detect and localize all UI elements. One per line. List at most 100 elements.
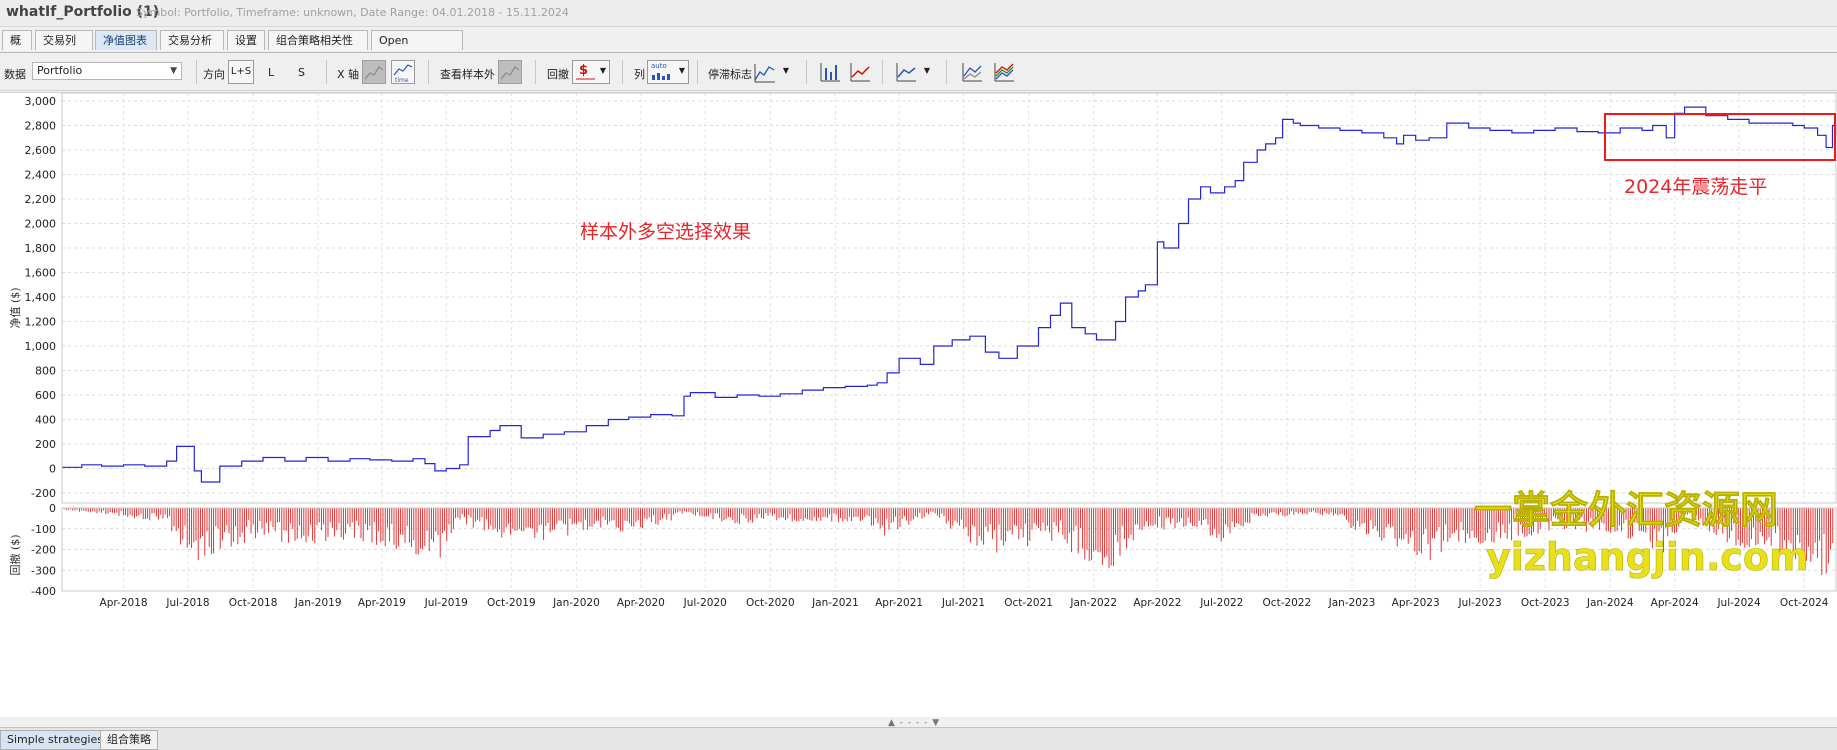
equity-y-tick-label: 3,000	[25, 95, 57, 108]
multi-line-chart-icon[interactable]	[992, 60, 1016, 84]
data-select-value: Portfolio	[37, 64, 83, 77]
x-tick-label: Oct-2022	[1263, 597, 1312, 609]
equity-y-tick-label: 200	[35, 438, 56, 451]
annotation-out-of-sample: 样本外多空选择效果	[580, 221, 751, 243]
x-tick-label: Apr-2021	[875, 597, 923, 609]
equity-y-tick-label: 2,800	[25, 120, 57, 133]
window-title: whatIf_Portfolio (1)	[6, 4, 160, 20]
watermark-url: yizhangjin.com	[1486, 535, 1809, 579]
tab-overview[interactable]: 概论	[2, 30, 32, 67]
dropdown-arrow-icon: ▼	[170, 66, 177, 76]
toolbar-divider	[326, 60, 327, 84]
column-auto-button[interactable]: auto ▼	[647, 60, 689, 84]
drawdown-toggle-button[interactable]: $ ▼	[572, 60, 610, 84]
equity-line	[62, 106, 1837, 483]
x-tick-label: Apr-2023	[1392, 597, 1440, 609]
compare-chart-icon[interactable]	[960, 60, 984, 84]
bar-chart-icon[interactable]	[818, 60, 842, 84]
x-tick-label: Jul-2018	[165, 597, 209, 609]
tab-equity-chart[interactable]: 净值图表	[95, 30, 157, 50]
drawdown-y-tick-label: 0	[49, 502, 56, 515]
toolbar-divider	[622, 60, 623, 84]
x-tick-label: Oct-2019	[487, 597, 536, 609]
x-tick-label: Apr-2019	[358, 597, 406, 609]
dollar-icon: $	[579, 63, 589, 78]
data-label: 数据	[4, 68, 26, 81]
equity-y-tick-label: 1,000	[25, 340, 57, 353]
chevron-down-icon: ▼	[599, 66, 606, 75]
equity-y-tick-label: 2,200	[25, 193, 57, 206]
chevron-down-icon: ▼	[782, 66, 789, 75]
title-bar: whatIf_Portfolio (1) Symbol: Portfolio, …	[0, 0, 1837, 27]
splitter-handle[interactable]: ▲ - - - - ▼	[888, 718, 941, 728]
equity-y-tick-label: 1,600	[25, 267, 57, 280]
drawdown-y-tick-label: -100	[31, 523, 56, 536]
x-tick-label: Apr-2018	[100, 597, 148, 609]
direction-short-button[interactable]: S	[298, 66, 305, 79]
tab-open-balances[interactable]: Open balances	[371, 30, 463, 67]
x-tick-label: Oct-2024	[1780, 597, 1829, 609]
tab-settings[interactable]: 设置	[227, 30, 265, 50]
x-tick-label: Jan-2021	[811, 597, 859, 609]
toolbar-divider	[196, 60, 197, 84]
drawdown-y-tick-label: -400	[31, 585, 56, 598]
tab-portfolio-strategies[interactable]: 组合策略	[100, 730, 158, 750]
window-subtitle: Symbol: Portfolio, Timeframe: unknown, D…	[136, 6, 569, 19]
equity-plot-frame	[61, 92, 1837, 504]
equity-chart-panel: -200 0 200 400 600 800 1,000 1,200 1,400 1,600 1,8…	[0, 92, 1837, 717]
column-label: 列	[634, 68, 645, 81]
out-of-sample-icon[interactable]	[498, 60, 522, 84]
svg-text:time: time	[395, 77, 409, 83]
out-of-sample-label: 查看样本外	[440, 68, 495, 81]
x-tick-label: Jan-2020	[552, 597, 600, 609]
equity-y-tick-label: 1,200	[25, 316, 57, 329]
toolbar-divider	[882, 60, 883, 84]
chart-style-button[interactable]: ▼	[894, 60, 934, 84]
x-tick-label: Oct-2021	[1004, 597, 1053, 609]
annotation-2024-sideways: 2024年震荡走平	[1624, 176, 1767, 198]
x-tick-label: Apr-2022	[1133, 597, 1181, 609]
chevron-down-icon: ▼	[678, 66, 685, 75]
x-tick-label: Jul-2022	[1199, 597, 1243, 609]
x-tick-label: Jul-2024	[1716, 597, 1760, 609]
x-tick-label: Jan-2022	[1069, 597, 1117, 609]
line-chart-red-icon[interactable]	[848, 60, 872, 84]
x-tick-label: Jan-2024	[1586, 597, 1634, 609]
x-tick-label: Jul-2021	[941, 597, 985, 609]
data-select[interactable]: Portfolio ▼	[32, 62, 182, 80]
axes: -200 0 200 400 600 800 1,000 1,200 1,400 1,600 1,8…	[25, 92, 1837, 609]
equity-y-tick-label: 1,800	[25, 242, 57, 255]
highlight-box-2024	[1604, 113, 1836, 161]
equity-drawdown-chart: -200 0 200 400 600 800 1,000 1,200 1,400 1,600 1,8…	[8, 92, 1837, 609]
tab-simple-strategies[interactable]: Simple strategies	[0, 730, 110, 750]
stagnation-label: 停滞标志	[708, 68, 752, 81]
tab-trade-analysis[interactable]: 交易分析	[160, 30, 224, 50]
chevron-down-icon: ▼	[923, 66, 930, 75]
x-tick-label: Jan-2023	[1328, 597, 1376, 609]
column-auto-value: auto	[651, 62, 667, 70]
xaxis-trades-icon[interactable]	[362, 60, 386, 84]
tab-portfolio-correlation[interactable]: 组合策略相关性	[268, 30, 368, 50]
equity-y-tick-label: 2,000	[25, 218, 57, 231]
x-tick-label: Oct-2018	[229, 597, 278, 609]
xaxis-label: X 轴	[337, 68, 360, 81]
equity-y-tick-label: 0	[49, 463, 56, 476]
toolbar-divider	[806, 60, 807, 84]
equity-y-tick-label: 2,600	[25, 144, 57, 157]
direction-long-short-button[interactable]: L+S	[228, 60, 254, 84]
stagnation-toggle-button[interactable]: ▼	[753, 60, 793, 84]
x-tick-label: Jan-2019	[294, 597, 342, 609]
drawdown-label: 回撤	[547, 68, 569, 81]
toolbar-divider	[428, 60, 429, 84]
equity-y-tick-label: -200	[31, 487, 56, 500]
x-tick-label: Oct-2023	[1521, 597, 1570, 609]
report-tabs: 概论 交易列表 净值图表 交易分析 设置 组合策略相关性 Open balanc…	[0, 30, 1837, 67]
drawdown-y-tick-label: -200	[31, 544, 56, 557]
equity-y-tick-label: 400	[35, 414, 56, 427]
bottom-tab-bar: Simple strategies 组合策略	[0, 727, 1837, 750]
xaxis-time-icon[interactable]: time	[391, 60, 415, 84]
chart-toolbar: 数据 Portfolio ▼ 方向 L+S L S X 轴 time 查看样本外…	[0, 54, 1837, 91]
tab-trade-list[interactable]: 交易列表	[35, 30, 93, 67]
x-tick-label: Apr-2024	[1651, 597, 1699, 609]
direction-long-button[interactable]: L	[268, 66, 275, 79]
